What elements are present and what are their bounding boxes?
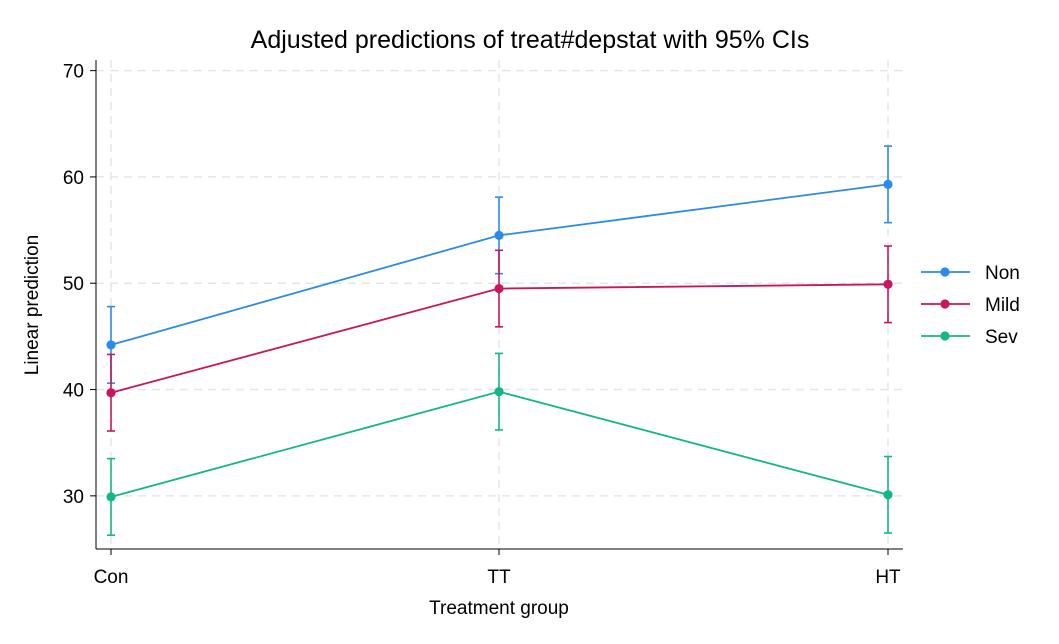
series-mild	[106, 245, 893, 432]
data-point	[494, 230, 504, 241]
x-tick-label: HT	[875, 567, 901, 588]
ticks: 30 40 50 60 70 Con TT HT	[63, 62, 901, 588]
data-point	[883, 279, 893, 289]
series	[106, 145, 893, 536]
legend-marker	[940, 267, 950, 277]
data-point	[106, 388, 116, 398]
legend-label: Non	[985, 263, 1020, 284]
legend-item-mild: Mild	[921, 295, 1020, 316]
data-point	[494, 387, 504, 397]
data-point	[106, 340, 116, 350]
data-point	[883, 179, 893, 189]
y-tick-label: 70	[63, 62, 84, 83]
legend-marker	[940, 299, 950, 309]
series-sev	[106, 352, 893, 536]
y-tick-label: 30	[63, 487, 84, 508]
y-tick-label: 50	[63, 274, 84, 295]
x-tick-label: TT	[487, 567, 511, 588]
legend-item-non: Non	[921, 263, 1020, 284]
data-point	[106, 492, 116, 502]
data-point	[494, 283, 504, 294]
x-tick-label: Con	[94, 567, 129, 588]
legend-label: Sev	[985, 327, 1018, 348]
legend-label: Mild	[985, 295, 1020, 316]
data-point	[883, 490, 893, 500]
y-tick-label: 40	[63, 381, 84, 402]
chart-title: Adjusted predictions of treat#depstat wi…	[251, 26, 810, 54]
legend: Non Mild Sev	[921, 263, 1020, 348]
x-axis-label: Treatment group	[429, 598, 569, 619]
legend-item-sev: Sev	[921, 327, 1018, 348]
legend-marker	[940, 331, 950, 341]
y-tick-label: 60	[63, 168, 84, 189]
y-axis-label: Linear prediction	[22, 235, 43, 375]
